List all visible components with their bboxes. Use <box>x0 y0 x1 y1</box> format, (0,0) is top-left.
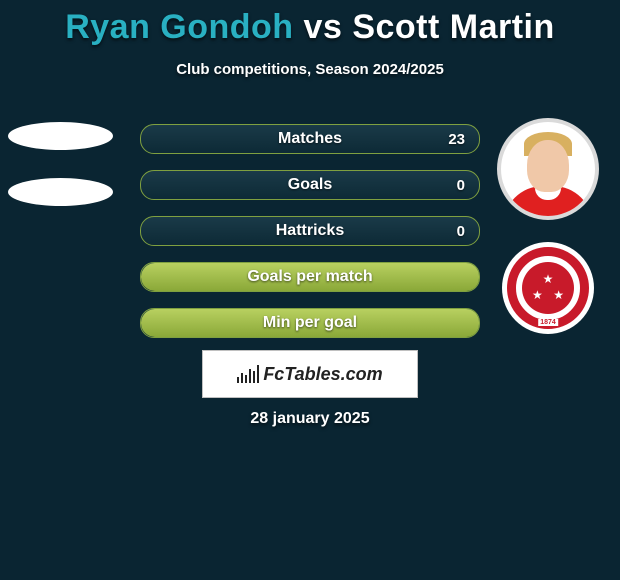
stats-bars: Matches 23 Goals 0 Hattricks 0 Goals per… <box>140 124 480 354</box>
stat-label: Goals <box>141 171 479 199</box>
stat-right-value: 0 <box>457 217 465 245</box>
stat-label: Matches <box>141 125 479 153</box>
stat-row-goals-per-match: Goals per match <box>140 262 480 292</box>
stat-row-hattricks: Hattricks 0 <box>140 216 480 246</box>
brand-text: FcTables.com <box>263 364 382 385</box>
vs-text: vs <box>304 8 343 46</box>
crest-inner: ★ ★ ★ <box>522 262 574 314</box>
stat-row-goals: Goals 0 <box>140 170 480 200</box>
player1-crest-placeholder <box>8 178 113 206</box>
player1-name: Ryan Gondoh <box>65 8 293 46</box>
crest-star-icon: ★ <box>543 272 554 286</box>
player1-photo-placeholder <box>8 122 113 150</box>
player1-placeholder-column <box>8 122 118 234</box>
date-text: 28 january 2025 <box>250 410 369 428</box>
player2-face <box>527 140 569 192</box>
comparison-title: Ryan Gondoh vs Scott Martin <box>0 0 620 47</box>
crest-star-icon: ★ <box>553 288 564 302</box>
brand-box: FcTables.com <box>202 350 418 398</box>
crest-star-icon: ★ <box>532 288 543 302</box>
stat-label: Goals per match <box>141 263 479 291</box>
player2-photo <box>497 118 599 220</box>
player2-name: Scott Martin <box>352 8 554 46</box>
stat-label: Min per goal <box>141 309 479 337</box>
player2-avatar-column: ★ ★ ★ 1874 <box>488 118 608 334</box>
stat-label: Hattricks <box>141 217 479 245</box>
brand-chart-icon <box>237 365 259 383</box>
player2-club-crest: ★ ★ ★ 1874 <box>502 242 594 334</box>
stat-row-matches: Matches 23 <box>140 124 480 154</box>
stat-right-value: 23 <box>448 125 465 153</box>
stat-row-min-per-goal: Min per goal <box>140 308 480 338</box>
stat-right-value: 0 <box>457 171 465 199</box>
crest-year: 1874 <box>538 319 558 326</box>
subtitle: Club competitions, Season 2024/2025 <box>0 61 620 78</box>
